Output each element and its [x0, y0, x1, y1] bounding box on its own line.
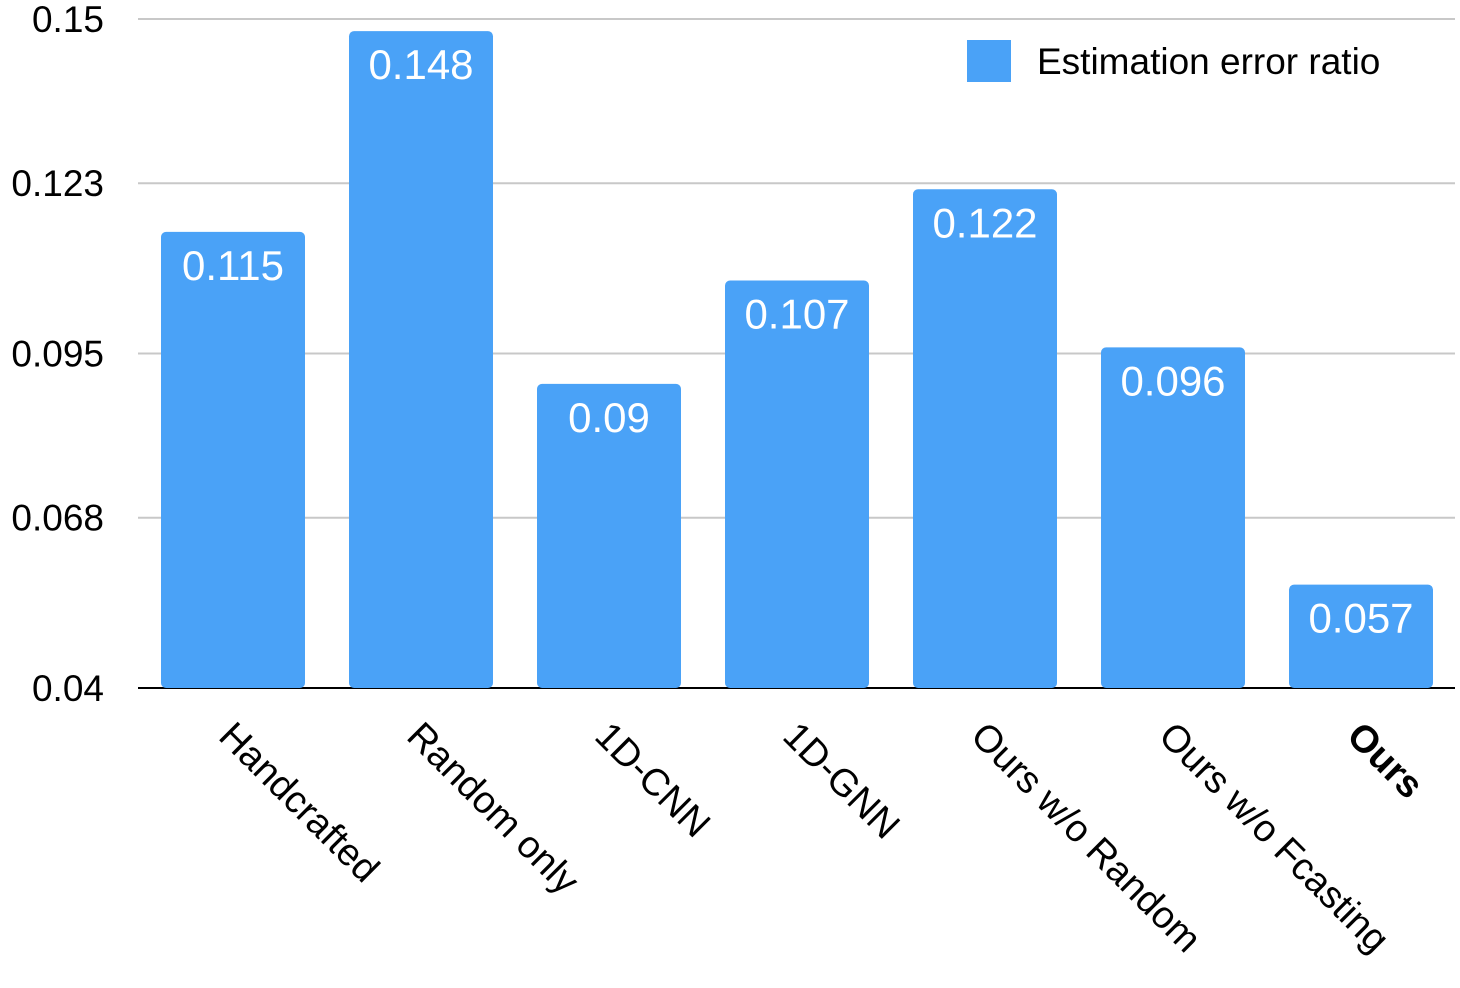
y-axis-ticks: 0.04 0.068 0.095 0.123 0.15 — [11, 0, 104, 709]
y-tick-label: 0.123 — [11, 163, 104, 204]
y-tick-label: 0.095 — [11, 334, 104, 375]
bar-value-label: 0.122 — [932, 199, 1037, 246]
y-tick-label: 0.04 — [32, 668, 104, 709]
x-category-label: 1D-GNN — [775, 715, 908, 848]
bar — [1101, 347, 1245, 688]
bar — [913, 189, 1057, 689]
bar — [537, 383, 681, 688]
data-labels: 0.115 0.148 0.09 0.107 0.122 0.096 0.057 — [182, 41, 1414, 641]
bar — [1289, 584, 1433, 688]
bar-value-label: 0.096 — [1120, 357, 1225, 404]
bar — [161, 231, 305, 688]
x-category-label: Random only — [399, 715, 587, 903]
bar-value-label: 0.148 — [368, 41, 473, 88]
x-axis-category-labels: Handcrafted Random only 1D-CNN 1D-GNN Ours w… — [211, 715, 1431, 961]
bar — [349, 31, 493, 689]
y-tick-label: 0.15 — [32, 0, 104, 40]
x-category-label: 1D-CNN — [587, 715, 718, 846]
bar-value-label: 0.057 — [1308, 595, 1413, 642]
bar-value-label: 0.115 — [182, 242, 284, 289]
bar-value-label: 0.107 — [744, 291, 849, 338]
y-tick-label: 0.068 — [11, 498, 104, 539]
legend-label: Estimation error ratio — [1037, 41, 1380, 82]
legend-swatch — [967, 40, 1011, 82]
legend: Estimation error ratio — [967, 40, 1380, 82]
bars — [161, 31, 1433, 689]
bar-value-label: 0.09 — [568, 394, 650, 441]
x-category-label: Handcrafted — [211, 715, 387, 891]
x-category-label: Ours — [1339, 715, 1431, 807]
bar — [725, 280, 869, 688]
